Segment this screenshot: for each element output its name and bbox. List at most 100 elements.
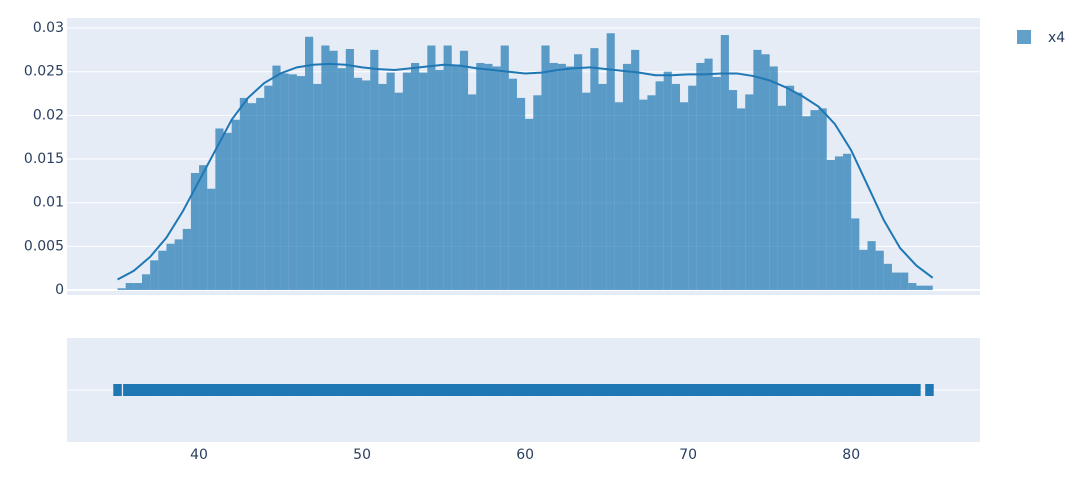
- bar: [329, 50, 338, 291]
- y-tick-label: 0.03: [33, 20, 64, 36]
- bar: [296, 76, 306, 291]
- bar: [500, 45, 509, 291]
- bar: [174, 239, 183, 291]
- bar: [411, 62, 420, 291]
- bar: [826, 159, 835, 291]
- bar: [533, 95, 542, 291]
- bar: [598, 83, 607, 291]
- bar: [671, 83, 681, 291]
- bar: [794, 92, 803, 291]
- bar: [451, 64, 460, 291]
- bar: [207, 188, 216, 291]
- bar: [150, 260, 159, 291]
- bar: [859, 249, 868, 291]
- bar: [199, 165, 208, 291]
- bar: [916, 285, 925, 291]
- bar: [321, 45, 330, 291]
- bar: [818, 108, 827, 291]
- bar: [557, 63, 566, 291]
- bar: [688, 85, 697, 291]
- bar: [753, 49, 762, 291]
- y-tick-label: 0: [55, 282, 64, 298]
- bar: [728, 90, 738, 291]
- y-tick-label: 0.015: [24, 151, 64, 167]
- bar: [468, 94, 477, 291]
- x-tick-label: 80: [842, 447, 860, 463]
- bar: [141, 274, 151, 291]
- bar: [386, 72, 395, 291]
- bar: [565, 66, 575, 291]
- bar: [582, 92, 591, 291]
- bar: [606, 33, 615, 291]
- bar: [834, 156, 844, 291]
- bar: [402, 72, 412, 291]
- bar: [867, 241, 876, 291]
- bar: [484, 63, 493, 291]
- bar: [345, 49, 354, 291]
- bar: [655, 81, 664, 291]
- bar: [891, 272, 901, 291]
- x-tick-label: 40: [190, 447, 208, 463]
- bar: [622, 63, 632, 291]
- bar: [435, 69, 444, 291]
- bar: [117, 288, 126, 291]
- bar: [802, 116, 811, 291]
- bar: [443, 45, 452, 291]
- bar: [908, 283, 917, 291]
- legend-label: x4: [1048, 30, 1065, 46]
- bar: [370, 49, 379, 291]
- y-tick-label: 0.025: [24, 64, 64, 80]
- bar: [476, 62, 485, 291]
- bar: [680, 102, 689, 291]
- bar: [843, 153, 852, 291]
- bar: [647, 95, 656, 291]
- bar: [704, 58, 713, 291]
- bar: [924, 285, 933, 291]
- bar: [875, 250, 884, 291]
- x-tick-label: 60: [516, 447, 534, 463]
- bar: [313, 83, 322, 291]
- bar: [508, 78, 517, 291]
- bar: [851, 218, 860, 291]
- bar: [394, 92, 403, 291]
- bar: [516, 97, 526, 291]
- bar: [696, 62, 705, 291]
- bar: [272, 65, 281, 291]
- bar: [785, 85, 795, 291]
- bar: [769, 66, 778, 291]
- bar: [247, 103, 257, 291]
- bar: [133, 283, 142, 291]
- bar: [590, 48, 599, 291]
- bar: [883, 263, 892, 291]
- bar: [810, 110, 819, 291]
- y-tick-label: 0.01: [33, 195, 64, 211]
- bar: [525, 118, 534, 291]
- bar: [362, 80, 371, 291]
- bar: [182, 228, 191, 291]
- bar: [190, 173, 200, 291]
- bar: [280, 73, 289, 291]
- bar: [378, 83, 387, 291]
- bar: [305, 36, 314, 291]
- y-tick-label: 0.005: [24, 238, 64, 254]
- bar: [125, 283, 134, 291]
- bar: [720, 35, 729, 291]
- bar: [631, 49, 640, 291]
- bar: [231, 119, 240, 291]
- bar: [215, 128, 224, 291]
- bar: [614, 102, 623, 291]
- legend-swatch: [1017, 30, 1031, 44]
- bar: [419, 72, 428, 291]
- bar: [166, 243, 175, 291]
- bar: [353, 77, 363, 291]
- bar: [459, 50, 469, 291]
- y-tick-label: 0.02: [33, 107, 64, 123]
- bar: [574, 54, 583, 291]
- kde-line: [117, 62, 934, 281]
- bar: [492, 66, 501, 291]
- x-tick-label: 70: [679, 447, 697, 463]
- bar: [264, 85, 273, 291]
- bar: [737, 108, 746, 291]
- bar: [549, 62, 558, 291]
